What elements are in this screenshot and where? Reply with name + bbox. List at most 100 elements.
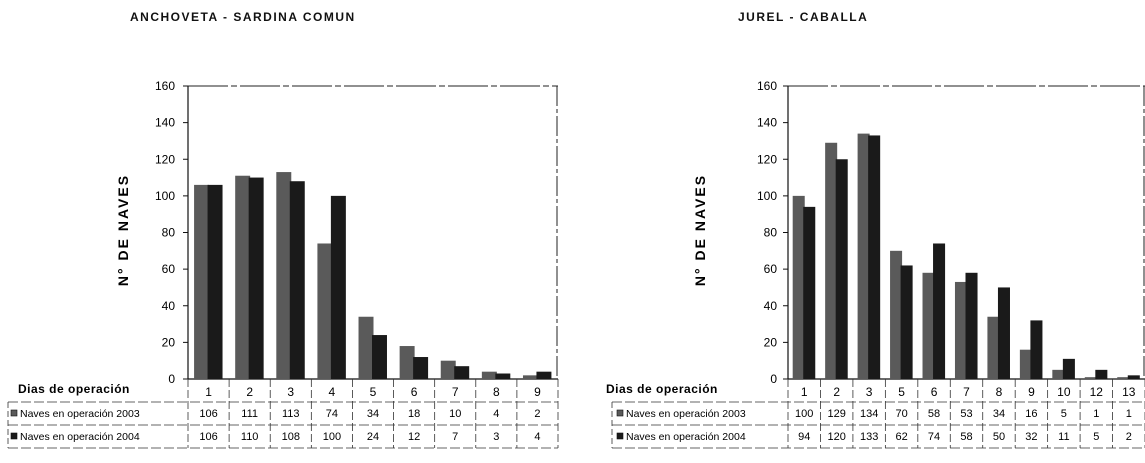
y-tick-label: 80	[162, 226, 176, 240]
category-label: 8	[493, 385, 500, 399]
bar-2004	[1127, 375, 1140, 379]
bar-2003	[792, 195, 805, 379]
bar-2003	[1084, 377, 1097, 379]
table-cell: 7	[452, 431, 458, 443]
table-cell: 70	[895, 408, 907, 420]
legend-key-2003	[616, 409, 624, 417]
bar-2004	[868, 135, 881, 379]
legend-label-2004: Naves en operación 2004	[20, 431, 140, 443]
table-cell: 5	[1061, 408, 1067, 420]
category-label: 5	[370, 385, 377, 399]
category-label: 7	[963, 385, 970, 399]
bar-2004	[900, 265, 913, 379]
table-cell: 24	[367, 431, 379, 443]
table-cell: 1	[1126, 408, 1132, 420]
y-tick-label: 160	[155, 79, 175, 93]
bar-2003	[194, 184, 210, 379]
y-tick-label: 0	[168, 372, 175, 386]
category-label: 7	[452, 385, 459, 399]
bar-2003	[890, 250, 903, 379]
bar-2003	[825, 142, 838, 379]
category-label: 2	[833, 385, 840, 399]
category-label: 1	[205, 385, 212, 399]
y-axis-label: N° DE NAVES	[692, 174, 708, 286]
category-label: 3	[287, 385, 294, 399]
category-label: 2	[246, 385, 253, 399]
category-label: 10	[1057, 385, 1071, 399]
bar-2003	[358, 316, 374, 379]
table-cell: 5	[1093, 431, 1099, 443]
table-cell: 129	[828, 408, 846, 420]
table-cell: 134	[860, 408, 878, 420]
y-tick-label: 60	[764, 262, 778, 276]
table-cell: 18	[408, 408, 420, 420]
table-cell: 2	[1126, 431, 1132, 443]
table-cell: 62	[895, 431, 907, 443]
bar-2004	[289, 181, 305, 379]
bar-2003	[440, 360, 456, 379]
legend-key-2004	[616, 432, 624, 440]
bar-2004	[372, 335, 387, 379]
table-cell: 10	[449, 408, 461, 420]
y-tick-label: 140	[757, 116, 777, 130]
bar-2003	[857, 133, 870, 379]
y-tick-label: 20	[162, 335, 176, 349]
table-cell: 4	[534, 431, 540, 443]
table-cell: 1	[1093, 408, 1099, 420]
bar-2004	[495, 373, 511, 379]
y-tick-label: 0	[770, 372, 777, 386]
y-tick-label: 80	[764, 226, 778, 240]
table-cell: 16	[1025, 408, 1037, 420]
category-label: 4	[329, 385, 336, 399]
y-tick-label: 140	[155, 116, 175, 130]
y-tick-label: 120	[757, 152, 777, 166]
bar-2004	[536, 371, 552, 379]
table-cell: 100	[323, 431, 341, 443]
table-cell: 111	[241, 408, 258, 420]
x-axis-label: Dias de operación	[606, 382, 718, 396]
bar-2003	[481, 371, 497, 379]
table-cell: 53	[960, 408, 972, 420]
legend-key-2004	[10, 432, 18, 440]
legend-label-2003: Naves en operación 2003	[626, 408, 746, 420]
bar-2003	[1052, 369, 1065, 379]
legend-key-2003	[10, 409, 18, 417]
legend-label-2003: Naves en operación 2003	[20, 408, 140, 420]
table-cell: 74	[326, 408, 338, 420]
category-label: 9	[1028, 385, 1035, 399]
table-cell: 50	[993, 431, 1005, 443]
category-label: 12	[1090, 385, 1104, 399]
y-axis-label: N° DE NAVES	[115, 174, 131, 286]
category-label: 6	[411, 385, 418, 399]
bar-2003	[1019, 349, 1032, 379]
y-tick-label: 120	[155, 152, 175, 166]
bar-2003	[987, 316, 1000, 379]
bar-2003	[317, 243, 333, 379]
table-cell: 2	[534, 408, 540, 420]
table-cell: 113	[282, 408, 300, 420]
table-cell: 58	[960, 431, 972, 443]
bar-2004	[454, 366, 470, 379]
bar-2003	[276, 172, 292, 379]
category-label: 6	[931, 385, 938, 399]
y-tick-label: 20	[764, 335, 778, 349]
category-label: 5	[898, 385, 905, 399]
bar-2003	[1117, 377, 1130, 379]
table-cell: 34	[993, 408, 1005, 420]
table-cell: 4	[493, 408, 499, 420]
table-cell: 106	[199, 408, 217, 420]
y-tick-label: 40	[764, 299, 778, 313]
table-cell: 94	[798, 431, 810, 443]
y-tick-label: 160	[757, 79, 777, 93]
bar-2004	[965, 272, 978, 379]
bar-2003	[954, 281, 967, 379]
y-tick-label: 60	[162, 262, 176, 276]
bar-2004	[835, 159, 848, 379]
bar-2004	[330, 195, 346, 379]
bar-2004	[933, 243, 946, 379]
table-cell: 74	[928, 431, 940, 443]
table-cell: 3	[493, 431, 499, 443]
y-tick-label: 100	[155, 189, 175, 203]
bar-2004	[413, 357, 429, 379]
